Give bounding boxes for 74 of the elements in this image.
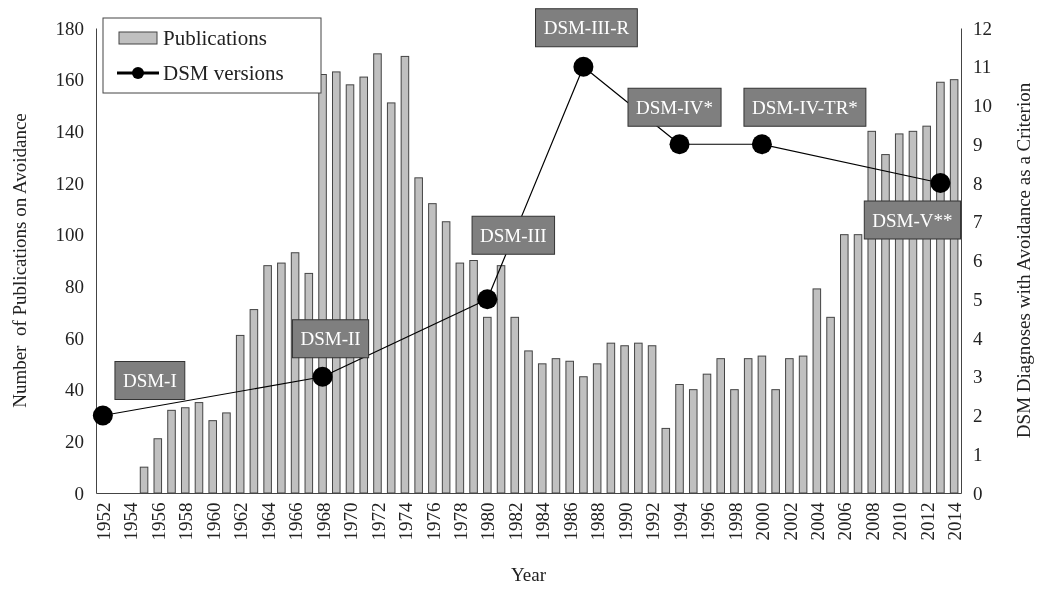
y-axis-title: Number of Publications on Avoidance [9, 113, 30, 408]
x-tick-label: 1952 [93, 502, 115, 541]
point [669, 134, 690, 155]
y-tick-label: 140 [55, 120, 84, 142]
x-tick-label: 1998 [724, 502, 746, 541]
x-tick-label: 1980 [477, 502, 499, 541]
x-tick-label: 1996 [697, 502, 719, 541]
y-tick-label: 120 [55, 172, 84, 194]
x-tick-label: 2002 [779, 502, 801, 541]
x-tick-label: 1994 [669, 502, 691, 541]
y2-tick-label: 5 [973, 288, 983, 310]
y2-tick-label: 1 [973, 443, 983, 465]
y2-tick-label: 4 [973, 327, 983, 349]
point [312, 366, 333, 387]
x-tick-label: 1960 [202, 502, 224, 541]
y-tick-label: 60 [65, 327, 84, 349]
y2-tick-label: 0 [973, 482, 983, 504]
x-tick-label: 1974 [395, 502, 417, 541]
point [477, 289, 498, 310]
x-tick-label: 1958 [175, 502, 197, 541]
point [92, 405, 113, 426]
x-tick-label: 1972 [367, 502, 389, 541]
y-tick-label: 100 [55, 224, 84, 246]
y2-tick-label: 7 [973, 211, 983, 233]
y-tick-label: 20 [65, 430, 84, 452]
y2-tick-label: 8 [973, 172, 983, 194]
x-tick-label: 1990 [614, 502, 636, 541]
x-tick-label: 1982 [504, 502, 526, 541]
point [573, 56, 594, 77]
x-tick-label: 2012 [916, 502, 938, 541]
annotation: DSM-V** [872, 209, 953, 231]
x-axis-title: Year [510, 564, 547, 585]
y2-tick-label: 2 [973, 405, 983, 427]
legend-label: Publications [163, 26, 267, 51]
y2-tick-label: 3 [973, 366, 983, 388]
y-tick-label: 160 [55, 69, 84, 91]
x-tick-label: 1978 [450, 502, 471, 541]
y2-tick-label: 6 [973, 250, 983, 272]
y2-axis-title: DSM Diagnoses with Avoidance as a Criterion [1013, 82, 1034, 439]
x-tick-label: 2014 [944, 502, 966, 541]
x-tick-label: 1964 [257, 502, 279, 541]
y2-tick-label: 9 [973, 133, 983, 155]
x-tick-label: 2008 [861, 502, 883, 541]
x-tick-label: 1984 [532, 502, 554, 541]
x-tick-label: 2004 [806, 502, 828, 541]
x-tick-label: 1956 [147, 502, 169, 541]
x-tick-label: 1970 [340, 502, 362, 541]
annotation: DSM-I [122, 370, 177, 392]
annotation: DSM-III-R [543, 17, 630, 39]
y2-tick-label: 10 [973, 95, 992, 117]
x-tick-label: 1992 [642, 502, 664, 541]
x-tick-label: 1954 [120, 502, 142, 541]
x-tick-label: 1962 [230, 502, 252, 541]
x-tick-label: 1986 [559, 502, 581, 541]
x-tick-label: 2006 [834, 502, 856, 541]
y2-tick-label: 12 [973, 17, 992, 39]
x-tick-label: 1966 [285, 502, 307, 541]
y-tick-label: 40 [65, 379, 84, 401]
x-tick-label: 1968 [312, 502, 334, 541]
x-tick-label: 1976 [422, 502, 444, 541]
y-tick-label: 180 [55, 17, 84, 39]
annotation: DSM-III [480, 224, 547, 246]
annotation: DSM-IV-TR* [751, 96, 858, 118]
point [930, 173, 951, 193]
y2-tick-label: 11 [973, 56, 992, 78]
y-tick-label: 80 [65, 275, 84, 297]
x-tick-label: 1988 [587, 502, 609, 541]
annotation: DSM-II [300, 328, 361, 350]
x-tick-label: 2000 [752, 502, 774, 541]
annotation: DSM-IV* [636, 96, 714, 118]
legend-label: DSM versions [163, 61, 284, 86]
y-tick-label: 0 [74, 482, 84, 504]
x-tick-label: 2010 [889, 502, 911, 541]
point [751, 134, 772, 155]
